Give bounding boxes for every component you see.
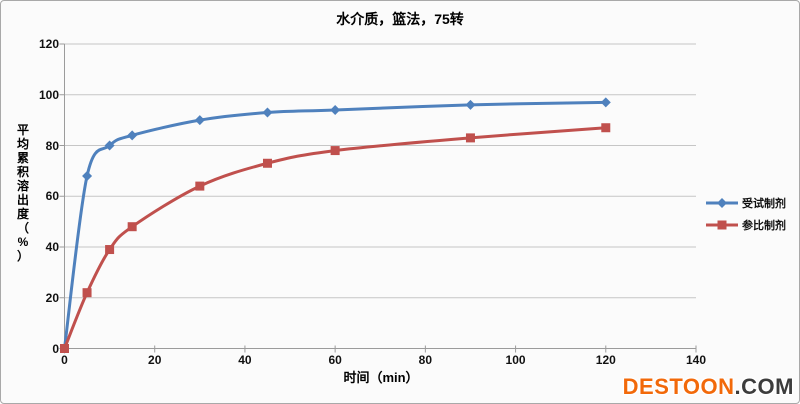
y-axis-title-char: 出 <box>16 193 29 207</box>
x-tick-label: 80 <box>418 353 433 367</box>
x-tick-label: 120 <box>595 353 616 367</box>
data-point-square <box>127 222 137 232</box>
y-tick-label: 60 <box>45 189 59 204</box>
y-axis-title-char: 积 <box>16 165 29 179</box>
y-tick-label: 40 <box>45 240 59 254</box>
legend-marker-icon <box>706 220 738 230</box>
data-point-square <box>601 123 611 133</box>
data-point-diamond <box>717 198 727 208</box>
x-tick-label: 0 <box>61 353 68 367</box>
x-tick-label: 20 <box>148 353 162 367</box>
y-axis-title-char: 度 <box>16 207 29 221</box>
data-point-square <box>60 344 69 353</box>
legend-item: 参比制剂 <box>706 214 786 236</box>
y-tick-label: 0 <box>52 341 59 356</box>
x-tick-label: 140 <box>685 353 707 367</box>
legend-item: 受试制剂 <box>706 192 786 214</box>
y-axis-title-char: % <box>17 235 29 249</box>
data-point-square <box>465 133 475 143</box>
chart-title: 水介质，篮法，75转 <box>336 11 464 27</box>
data-point-diamond <box>262 107 273 118</box>
y-tick-label: 120 <box>38 37 59 51</box>
data-point-square <box>195 181 205 191</box>
data-point-square <box>262 158 272 168</box>
data-point-square <box>105 245 115 255</box>
legend-label: 受试制剂 <box>742 198 786 210</box>
data-point-diamond <box>330 104 341 115</box>
data-point-diamond <box>82 170 93 181</box>
data-point-diamond <box>127 130 138 141</box>
legend-marker-icon <box>706 198 738 208</box>
data-point-diamond <box>600 97 611 108</box>
data-point-square <box>717 220 727 230</box>
legend: 受试制剂 参比制剂 <box>706 192 786 236</box>
watermark: DESTOON.COM <box>623 374 794 400</box>
data-point-square <box>330 146 340 156</box>
x-tick-label: 60 <box>328 353 342 367</box>
x-tick-label: 100 <box>505 353 526 367</box>
watermark-brand: DESTOON <box>622 374 735 399</box>
y-axis-title-char: ） <box>16 249 29 263</box>
y-axis-title: 平均累积溶出度（%） <box>13 123 33 263</box>
data-point-diamond <box>465 99 476 110</box>
y-axis-title-char: 平 <box>16 123 29 137</box>
data-point-square <box>82 288 92 298</box>
y-tick-label: 100 <box>38 87 59 102</box>
y-axis-title-char: 累 <box>16 151 29 165</box>
data-point-diamond <box>104 140 115 151</box>
y-axis-title-char: 均 <box>16 137 29 151</box>
series-line <box>63 100 606 349</box>
series-line <box>63 126 606 350</box>
x-axis-title: 时间（min） <box>343 370 419 385</box>
x-tick-label: 40 <box>238 353 252 367</box>
legend-label: 参比制剂 <box>742 220 786 232</box>
y-axis-title-char: 溶 <box>16 179 29 193</box>
data-point-diamond <box>194 115 205 126</box>
y-tick-label: 20 <box>45 290 59 305</box>
y-axis-title-char: （ <box>16 221 29 235</box>
watermark-suffix: .COM <box>734 374 794 399</box>
y-tick-label: 80 <box>45 138 59 153</box>
